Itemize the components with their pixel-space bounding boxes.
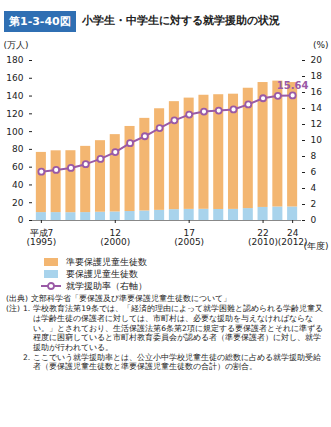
html-text:2. ここでいう就学援助率とは、公立小中学校児童生徒の総数に: 2. ここでいう就学援助率とは、公立小中学校児童生徒の総数に占める就学援助受給者… xyxy=(22,352,322,372)
svg-text:14: 14 xyxy=(311,103,323,113)
html-text:要保護児童生徒数: 要保護児童生徒数 xyxy=(66,269,138,280)
html-text:24: 24 xyxy=(286,227,299,238)
svg-text:6: 6 xyxy=(311,167,317,177)
svg-text:10: 10 xyxy=(311,135,323,145)
svg-text:0: 0 xyxy=(18,215,24,225)
svg-text:12: 12 xyxy=(311,119,322,129)
svg-text:40: 40 xyxy=(12,180,24,190)
svg-text:80: 80 xyxy=(12,144,24,154)
svg-text:(年度): (年度) xyxy=(303,241,328,251)
svg-text:20: 20 xyxy=(12,198,24,208)
svg-text:(%): (%) xyxy=(313,40,329,50)
svg-text:18: 18 xyxy=(311,71,323,81)
html-text:就学援助率（右軸）: 就学援助率（右軸） xyxy=(66,281,147,292)
html-text:小学生・中学生に対する就学援助の状況: 小学生・中学生に対する就学援助の状況 xyxy=(81,14,280,28)
svg-text:140: 140 xyxy=(6,91,23,101)
svg-text:20: 20 xyxy=(311,55,323,65)
svg-text:160: 160 xyxy=(6,73,23,83)
svg-text:4: 4 xyxy=(311,183,317,193)
svg-text:60: 60 xyxy=(12,162,24,172)
html-text:(2012): (2012) xyxy=(277,236,308,247)
html-text:第1-3-40図: 第1-3-40図 xyxy=(9,14,71,28)
svg-text:180: 180 xyxy=(6,55,23,65)
svg-text:2: 2 xyxy=(311,199,317,209)
svg-text:100: 100 xyxy=(6,126,23,136)
svg-text:(万人): (万人) xyxy=(4,40,29,50)
svg-text:22(2010): 22(2010) xyxy=(248,228,278,247)
svg-text:17(2005): 17(2005) xyxy=(174,228,204,247)
svg-text:8: 8 xyxy=(311,151,317,161)
html-text:準要保護児童生徒数: 準要保護児童生徒数 xyxy=(66,257,147,267)
svg-text:16: 16 xyxy=(311,87,323,97)
html-text:(出典) 文部科学省「要保護及び準要保護児童生徒数について」: (出典) 文部科学省「要保護及び準要保護児童生徒数について」 xyxy=(6,294,231,304)
svg-text:15.64: 15.64 xyxy=(277,80,309,91)
svg-text:120: 120 xyxy=(6,109,23,119)
svg-text:0: 0 xyxy=(311,215,317,225)
svg-text:12(2000): 12(2000) xyxy=(100,228,130,247)
svg-text:平成7(1995): 平成7(1995) xyxy=(26,228,56,247)
html-text:(注) 1. 学校教育法第19条では、「経済的理由によって就: (注) 1. 学校教育法第19条では、「経済的理由によって就学困難と認められる学… xyxy=(6,304,323,352)
